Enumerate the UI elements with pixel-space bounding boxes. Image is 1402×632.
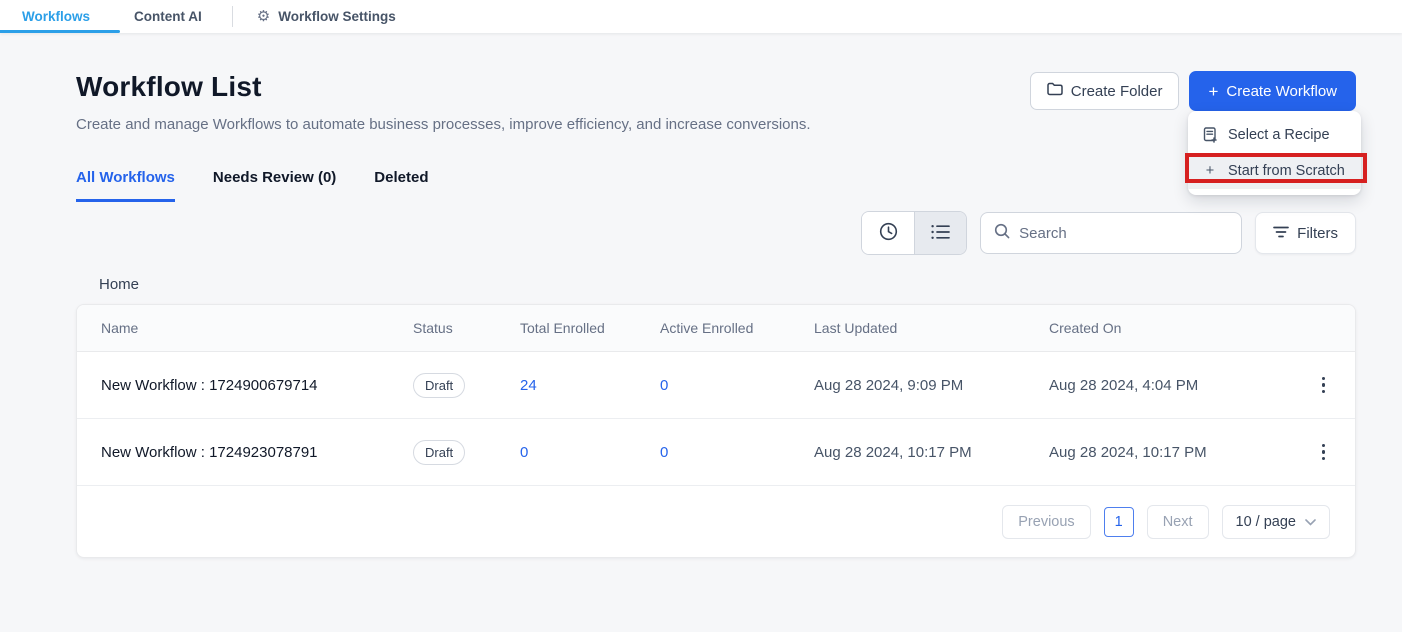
topnav-tab-content-ai[interactable]: Content AI xyxy=(112,0,224,33)
column-header-active-enrolled: Active Enrolled xyxy=(660,320,754,336)
page-header: Workflow List Create and manage Workflow… xyxy=(76,71,1356,137)
column-header-total-enrolled: Total Enrolled xyxy=(520,320,605,336)
last-updated-value: Aug 28 2024, 9:09 PM xyxy=(814,376,964,394)
search-input[interactable] xyxy=(1019,224,1229,242)
create-folder-label: Create Folder xyxy=(1070,82,1163,100)
page-description: Create and manage Workflows to automate … xyxy=(76,116,811,133)
search-box xyxy=(980,212,1243,254)
list-view-button[interactable] xyxy=(914,212,967,254)
active-enrolled-link[interactable]: 0 xyxy=(660,443,669,461)
last-updated-value: Aug 28 2024, 10:17 PM xyxy=(814,443,972,461)
tab-needs-review-label: Needs Review (0) xyxy=(212,169,337,186)
header-actions: Create Folder + Create Workflow xyxy=(1029,71,1356,111)
view-toggle xyxy=(861,211,968,255)
topnav-tab-workflows[interactable]: Workflows xyxy=(0,0,121,33)
plus-icon: + xyxy=(1208,81,1219,101)
create-workflow-button[interactable]: + Create Workflow xyxy=(1189,71,1356,111)
create-workflow-label: Create Workflow xyxy=(1226,82,1337,100)
menu-item-start-from-scratch-label: Start from Scratch xyxy=(1228,163,1345,179)
workflow-settings-label: Workflow Settings xyxy=(278,9,396,24)
active-enrolled-link[interactable]: 0 xyxy=(660,376,669,394)
recipe-icon xyxy=(1202,127,1218,143)
created-on-value: Aug 28 2024, 10:17 PM xyxy=(1049,443,1207,461)
table-row[interactable]: New Workflow : 1724923078791 Draft 0 0 A… xyxy=(77,419,1355,486)
clock-icon xyxy=(879,222,898,244)
total-enrolled-link[interactable]: 24 xyxy=(520,376,537,394)
workflow-table-card: Name Status Total Enrolled Active Enroll… xyxy=(76,304,1356,558)
filters-button[interactable]: Filters xyxy=(1255,212,1356,254)
table-header-row: Name Status Total Enrolled Active Enroll… xyxy=(77,305,1355,352)
column-header-last-updated: Last Updated xyxy=(814,320,898,336)
workflow-name[interactable]: New Workflow : 1724900679714 xyxy=(101,376,318,394)
status-badge: Draft xyxy=(413,439,466,465)
tab-deleted[interactable]: Deleted xyxy=(374,169,428,202)
pagination: Previous 1 Next 10 / page xyxy=(77,486,1355,557)
column-header-name: Name xyxy=(101,320,139,336)
list-toolbar: Filters xyxy=(76,211,1356,255)
tab-all-workflows[interactable]: All Workflows xyxy=(76,169,175,202)
menu-item-select-recipe-label: Select a Recipe xyxy=(1228,127,1330,143)
folder-icon xyxy=(1047,82,1063,100)
topnav-tab-workflows-label: Workflows xyxy=(22,9,91,24)
menu-item-select-recipe[interactable]: Select a Recipe xyxy=(1188,117,1361,153)
top-navigation: Workflows Content AI ⚙ Workflow Settings xyxy=(0,0,1402,33)
topnav-tab-content-ai-label: Content AI xyxy=(134,9,202,24)
plus-icon: + xyxy=(1205,163,1215,179)
topnav-divider xyxy=(231,6,233,27)
status-badge: Draft xyxy=(413,372,466,398)
previous-page-button[interactable]: Previous xyxy=(1002,504,1091,539)
recent-view-button[interactable] xyxy=(862,212,915,254)
create-workflow-dropdown: Select a Recipe + Start from Scratch xyxy=(1188,111,1361,195)
workflow-subtabs: All Workflows Needs Review (0) Deleted xyxy=(76,169,1356,202)
row-actions-menu-icon[interactable] xyxy=(1316,438,1332,467)
tab-needs-review[interactable]: Needs Review (0) xyxy=(213,169,336,202)
main-content: Workflow List Create and manage Workflow… xyxy=(0,33,1402,558)
filters-label: Filters xyxy=(1297,224,1338,242)
column-header-status: Status xyxy=(413,320,453,336)
total-enrolled-link[interactable]: 0 xyxy=(520,443,529,461)
topnav-workflow-settings[interactable]: ⚙ Workflow Settings xyxy=(241,0,412,33)
page-number-button[interactable]: 1 xyxy=(1103,506,1134,537)
gear-icon: ⚙ xyxy=(256,8,271,25)
breadcrumb[interactable]: Home xyxy=(99,276,140,293)
row-actions-menu-icon[interactable] xyxy=(1316,371,1332,400)
column-header-created-on: Created On xyxy=(1049,320,1122,336)
tab-all-workflows-label: All Workflows xyxy=(76,169,175,186)
workflow-name[interactable]: New Workflow : 1724923078791 xyxy=(101,443,318,461)
page-size-select[interactable]: 10 / page xyxy=(1221,504,1330,539)
page-size-label: 10 / page xyxy=(1235,513,1296,530)
create-folder-button[interactable]: Create Folder xyxy=(1029,72,1180,110)
chevron-down-icon xyxy=(1305,514,1316,530)
list-icon xyxy=(931,224,951,243)
tab-deleted-label: Deleted xyxy=(374,169,429,186)
filter-icon xyxy=(1273,225,1290,242)
page-title: Workflow List xyxy=(76,71,262,102)
created-on-value: Aug 28 2024, 4:04 PM xyxy=(1049,376,1199,394)
next-page-button[interactable]: Next xyxy=(1146,504,1209,539)
page-header-text: Workflow List Create and manage Workflow… xyxy=(76,71,811,137)
search-icon xyxy=(994,223,1010,244)
menu-item-start-from-scratch[interactable]: + Start from Scratch xyxy=(1188,153,1361,189)
table-row[interactable]: New Workflow : 1724900679714 Draft 24 0 … xyxy=(77,352,1355,419)
